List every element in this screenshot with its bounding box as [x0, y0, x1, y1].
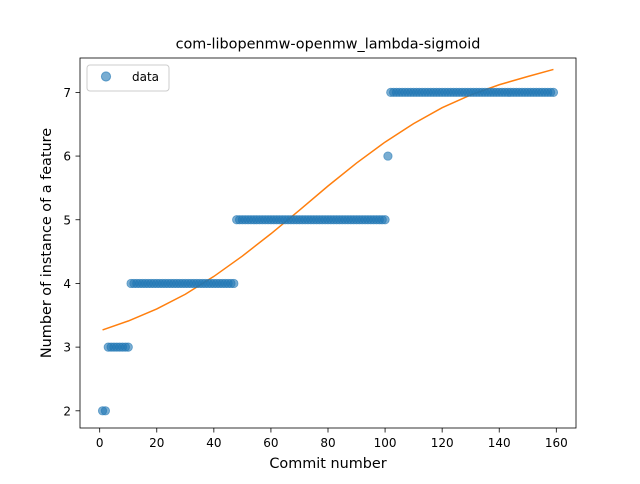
- data-point: [383, 151, 393, 161]
- legend-box: [86, 64, 170, 92]
- y-tick-label: 7: [63, 86, 71, 100]
- y-tick-label: 2: [63, 404, 71, 418]
- x-tick-label: 80: [320, 436, 335, 450]
- data-point: [548, 87, 559, 97]
- x-tick-label: 100: [374, 436, 397, 450]
- plot-area: [80, 58, 576, 428]
- x-axis-label: Commit number: [269, 456, 386, 472]
- data-point: [229, 278, 239, 289]
- legend-label-data: data: [132, 70, 159, 84]
- legend: data: [86, 64, 170, 92]
- y-ticks: 2 3 4 5 6 7: [63, 86, 80, 418]
- x-tick-label: 20: [149, 436, 164, 450]
- y-axis-label: Number of instance of a feature: [39, 128, 55, 358]
- y-tick-label: 4: [63, 277, 71, 291]
- x-tick-label: 160: [545, 436, 568, 450]
- data-point: [100, 406, 111, 416]
- legend-marker-data: [100, 71, 112, 82]
- y-tick-label: 5: [63, 213, 71, 227]
- y-tick-label: 3: [63, 341, 71, 355]
- y-tick-label: 6: [63, 150, 71, 164]
- x-ticks: 0 20 40 60 80 100 120 140 160: [96, 428, 568, 450]
- x-tick-label: 120: [431, 436, 454, 450]
- data-point: [380, 215, 390, 225]
- data-point: [123, 342, 133, 352]
- chart-title: com-libopenmw-openmw_lambda-sigmoid: [176, 37, 481, 53]
- x-tick-label: 40: [206, 436, 221, 450]
- x-tick-label: 140: [488, 436, 511, 450]
- data-points-layer: [97, 87, 559, 416]
- x-tick-label: 0: [96, 436, 104, 450]
- x-tick-label: 60: [263, 436, 278, 450]
